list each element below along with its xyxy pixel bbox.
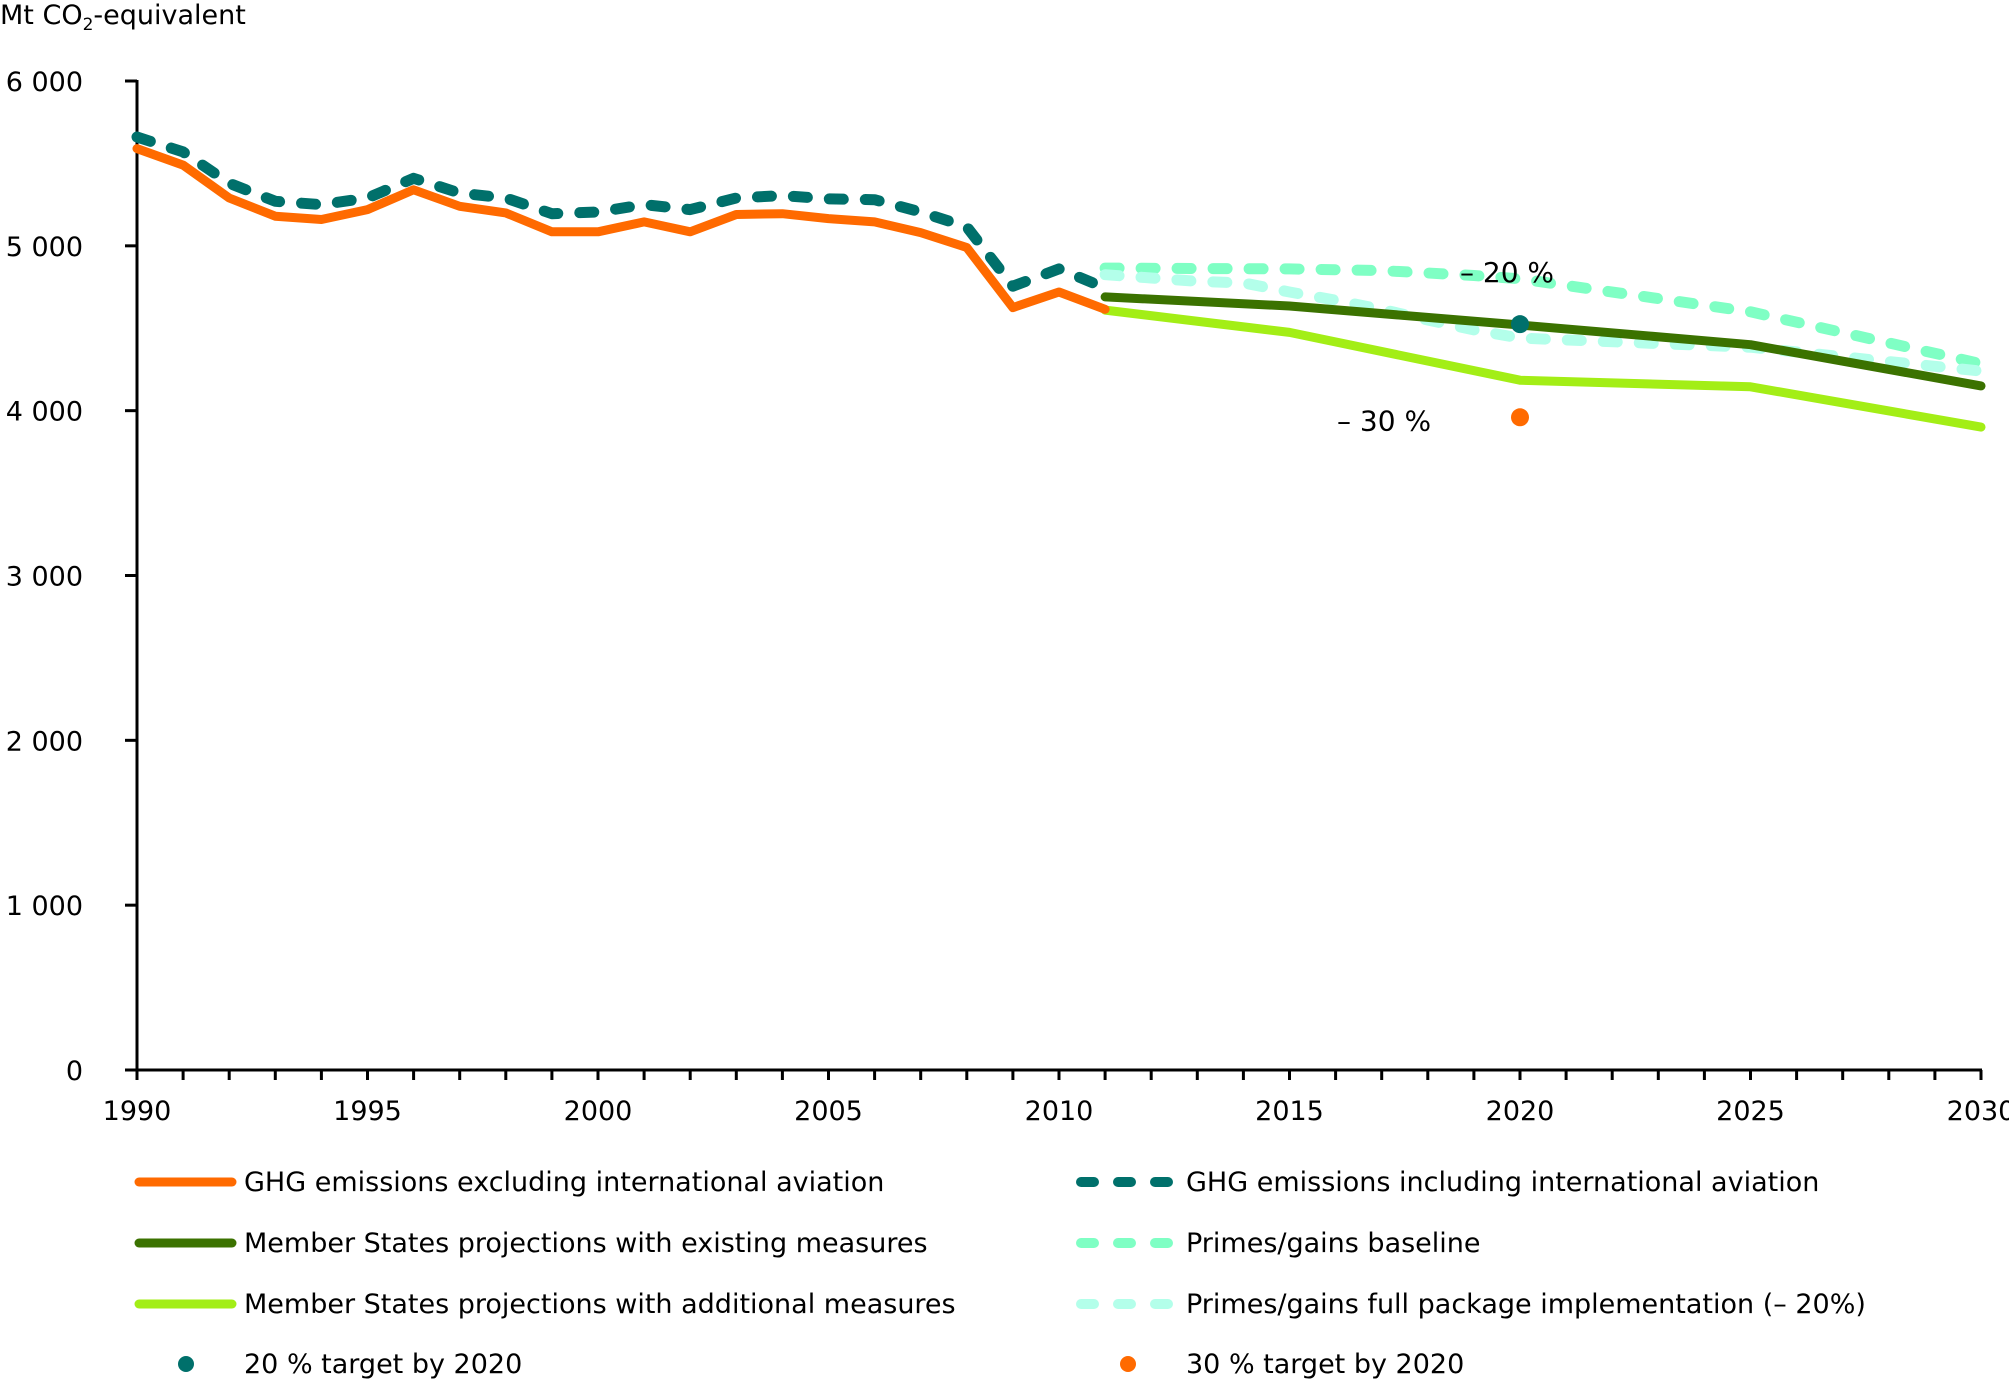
legend-label: 30 % target by 2020 (1186, 1348, 1465, 1380)
legend-item: GHG emissions including international av… (1076, 1162, 1819, 1202)
series-layer (131, 131, 1987, 432)
x-tick-label: 1990 (103, 1096, 172, 1127)
x-tick-label: 2010 (1025, 1096, 1094, 1127)
emissions-line-chart: 0 1 000 2 000 3 000 4 000 5 000 6 000 1990 1995 2… (6, 67, 2009, 1127)
target-points (1511, 315, 1529, 427)
legend-label: Member States projections with additiona… (244, 1288, 956, 1320)
series-line-ghg-emissions-excluding-international-aviation (132, 144, 1110, 314)
x-tick-label: 2025 (1716, 1096, 1785, 1127)
y-tick-label: 3 000 (6, 562, 83, 593)
legend-item: 30 % target by 2020 (1076, 1344, 1464, 1384)
legend-label: GHG emissions including international av… (1186, 1166, 1820, 1198)
x-tick-label: 2015 (1255, 1096, 1324, 1127)
legend-label: 20 % target by 2020 (244, 1348, 523, 1380)
y-axis-title-rest: -equivalent (93, 0, 246, 31)
legend-item: Member States projections with existing … (134, 1223, 928, 1263)
x-tick-label: 1995 (333, 1096, 402, 1127)
legend-line-swatch-icon (1076, 1233, 1180, 1253)
legend-item: Member States projections with additiona… (134, 1284, 956, 1324)
y-axis-title-main: Mt CO (0, 0, 83, 31)
series-line-primes-gains-full-package-implementation-20 (1099, 269, 1987, 377)
series-line-primes-gains-baseline (1099, 262, 1987, 370)
legend-label: GHG emissions excluding international av… (244, 1166, 885, 1198)
y-tick-label: 1 000 (6, 891, 83, 922)
legend-line-swatch-icon (134, 1233, 238, 1253)
y-tick-label: 4 000 (6, 397, 83, 428)
y-tick-label: 6 000 (6, 67, 83, 98)
legend-item: 20 % target by 2020 (134, 1344, 522, 1384)
legend-item: Primes/gains baseline (1076, 1223, 1481, 1263)
x-tick-label: 2020 (1486, 1096, 1555, 1127)
legend-item: GHG emissions excluding international av… (134, 1162, 884, 1202)
y-axis-title: Mt CO2-equivalent (0, 0, 246, 35)
annotations: – 20 % – 30 % (1337, 256, 1554, 438)
series-line-ghg-emissions-including-international-aviation (131, 131, 1111, 294)
annotation-minus-30: – 30 % (1337, 405, 1431, 438)
y-tick-label: 0 (66, 1056, 83, 1087)
legend-marker-dot-icon (134, 1354, 238, 1374)
annotation-minus-20: – 20 % (1460, 256, 1554, 289)
y-tick-label: 5 000 (6, 232, 83, 263)
target-30-percent-point (1511, 408, 1529, 427)
legend-line-swatch-icon (1076, 1172, 1180, 1192)
x-tick-label: 2005 (794, 1096, 863, 1127)
legend-label: Primes/gains full package implementation… (1186, 1288, 1866, 1320)
y-axis-title-subscript: 2 (82, 15, 94, 35)
axes: 0 1 000 2 000 3 000 4 000 5 000 6 000 1990 1995 2… (6, 67, 2009, 1127)
y-tick-label: 2 000 (6, 726, 83, 757)
legend-label: Member States projections with existing … (244, 1227, 928, 1259)
legend-label: Primes/gains baseline (1186, 1227, 1481, 1259)
target-20-percent-point (1511, 315, 1529, 334)
legend-line-swatch-icon (134, 1294, 238, 1314)
x-tick-label: 2030 (1947, 1096, 2009, 1127)
x-tick-label: 2000 (564, 1096, 633, 1127)
legend-line-swatch-icon (1076, 1294, 1180, 1314)
legend-line-swatch-icon (134, 1172, 238, 1192)
series-line-member-states-projections-with-additional-measures (1100, 305, 1986, 432)
legend-item: Primes/gains full package implementation… (1076, 1284, 1866, 1324)
legend-marker-dot-icon (1076, 1354, 1180, 1374)
